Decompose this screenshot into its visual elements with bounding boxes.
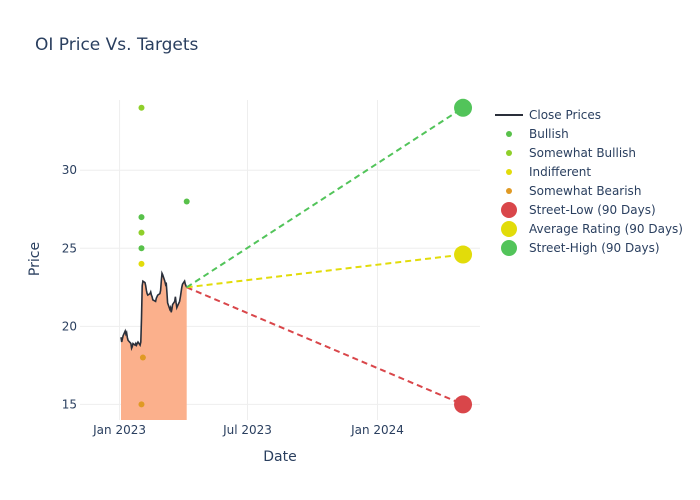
legend-label: Average Rating (90 Days)	[529, 222, 683, 236]
y-tick-label: 20	[62, 319, 77, 333]
y-tick-label: 25	[62, 241, 77, 255]
rating-point	[138, 214, 145, 221]
rating-point	[138, 245, 145, 252]
legend-label: Somewhat Bullish	[529, 146, 636, 160]
legend-label: Street-High (90 Days)	[529, 241, 660, 255]
target-projection-line	[186, 286, 464, 406]
chart-title: OI Price Vs. Targets	[35, 35, 199, 55]
legend-swatch-rating	[506, 150, 512, 156]
x-tick-label: Jan 2024	[350, 423, 404, 437]
legend-swatch-target	[501, 221, 517, 237]
x-tick-label: Jan 2023	[92, 423, 146, 437]
close-price-line	[120, 270, 188, 352]
rating-point	[138, 229, 145, 236]
target-marker	[454, 395, 473, 414]
y-axis-title: Price	[27, 242, 43, 276]
legend-label: Bullish	[529, 127, 569, 141]
x-tick-label: Jul 2023	[222, 423, 272, 437]
legend-label: Somewhat Bearish	[529, 184, 641, 198]
legend-swatch-target	[501, 240, 517, 256]
target-projections	[186, 98, 473, 414]
target-projection-line	[186, 106, 464, 289]
rating-point	[138, 104, 145, 111]
legend-swatch-target	[501, 202, 517, 218]
rating-point	[138, 260, 145, 267]
y-tick-label: 30	[62, 163, 77, 177]
legend-label: Close Prices	[529, 108, 601, 122]
rating-points	[138, 104, 190, 408]
y-tick-label: 15	[62, 397, 77, 411]
axes: Jan 2023 Jul 2023 Jan 2024 15 20 25 30	[62, 163, 404, 437]
close-price-layer	[120, 270, 188, 352]
rating-point	[139, 354, 146, 361]
legend-swatch-rating	[506, 169, 512, 175]
rating-point	[138, 401, 145, 408]
target-marker	[454, 98, 473, 117]
legend-label: Street-Low (90 Days)	[529, 203, 656, 217]
legend-swatch-rating	[506, 188, 512, 194]
target-projection-line	[186, 253, 464, 289]
legend-swatch-rating	[506, 131, 512, 137]
rating-point	[183, 198, 190, 205]
x-axis-title: Date	[263, 449, 296, 465]
legend-label: Indifferent	[529, 165, 591, 179]
legend: Close Prices Bullish Somewhat Bullish Indif…	[495, 108, 683, 256]
target-marker	[454, 245, 473, 264]
